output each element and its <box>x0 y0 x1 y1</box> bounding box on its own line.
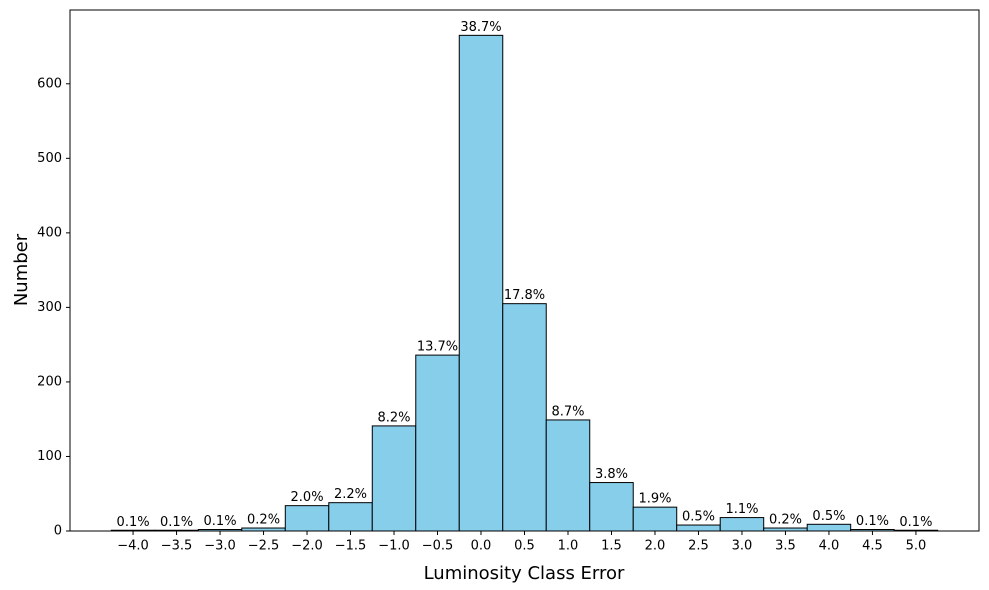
bar <box>676 524 721 532</box>
x-tick-label: 4.0 <box>819 539 840 554</box>
bar-label: 0.1% <box>160 515 193 530</box>
bar-label: 13.7% <box>417 340 458 355</box>
y-tick-label: 0 <box>54 524 62 539</box>
bar-label: 17.8% <box>504 288 545 303</box>
plot-frame <box>69 9 980 532</box>
x-tick-label: −1.0 <box>378 539 410 554</box>
bar-label: 2.0% <box>291 490 324 505</box>
bar <box>284 505 330 532</box>
x-tick-label: −2.5 <box>248 539 280 554</box>
x-tick-label: −1.5 <box>335 539 367 554</box>
x-tick-label: −2.0 <box>291 539 323 554</box>
x-tick-label: −4.0 <box>117 539 149 554</box>
bar <box>719 517 765 532</box>
bar <box>806 523 852 532</box>
x-tick-label: 1.5 <box>601 539 622 554</box>
bar-label: 0.2% <box>769 513 802 528</box>
x-tick-label: 1.0 <box>558 539 579 554</box>
y-tick-label: 500 <box>37 151 62 166</box>
x-tick-label: 2.0 <box>645 539 666 554</box>
x-tick-label: 5.0 <box>906 539 927 554</box>
x-axis-title: Luminosity Class Error <box>424 563 625 584</box>
bar-label: 0.5% <box>812 509 845 524</box>
bar-label: 2.2% <box>334 487 367 502</box>
y-axis-title: Number <box>11 233 32 306</box>
bar-label: 1.9% <box>638 492 671 507</box>
bar-label: 0.2% <box>247 513 280 528</box>
x-tick-label: 3.5 <box>775 539 796 554</box>
bar <box>458 34 504 532</box>
x-tick-label: −0.5 <box>422 539 454 554</box>
x-tick-label: 0.5 <box>514 539 535 554</box>
x-tick-label: 0.0 <box>471 539 492 554</box>
x-tick-label: 4.5 <box>862 539 883 554</box>
bar-label: 3.8% <box>595 467 628 482</box>
y-tick-label: 300 <box>37 300 62 315</box>
bar <box>632 506 678 532</box>
bar-label: 0.5% <box>682 510 715 525</box>
bar-label: 1.1% <box>725 502 758 517</box>
bar <box>502 303 547 532</box>
bar-label: 8.2% <box>378 410 411 425</box>
y-tick-label: 100 <box>37 449 62 464</box>
bar-label: 8.7% <box>551 404 584 419</box>
y-tick-label: 600 <box>37 76 62 91</box>
bar-label: 0.1% <box>899 515 932 530</box>
x-tick-label: 2.5 <box>688 539 709 554</box>
bar-label: 38.7% <box>460 20 501 35</box>
y-tick-label: 400 <box>37 225 62 240</box>
bar <box>589 482 634 532</box>
bar <box>371 425 417 532</box>
y-tick-label: 200 <box>37 374 62 389</box>
x-tick-label: 3.0 <box>732 539 753 554</box>
bar <box>545 419 591 532</box>
x-tick-label: −3.0 <box>204 539 236 554</box>
bar <box>328 502 373 532</box>
bar-label: 0.1% <box>856 514 889 529</box>
bar-label: 0.1% <box>117 515 150 530</box>
bar <box>415 354 460 532</box>
x-tick-label: −3.5 <box>161 539 193 554</box>
bar-label: 0.1% <box>204 514 237 529</box>
